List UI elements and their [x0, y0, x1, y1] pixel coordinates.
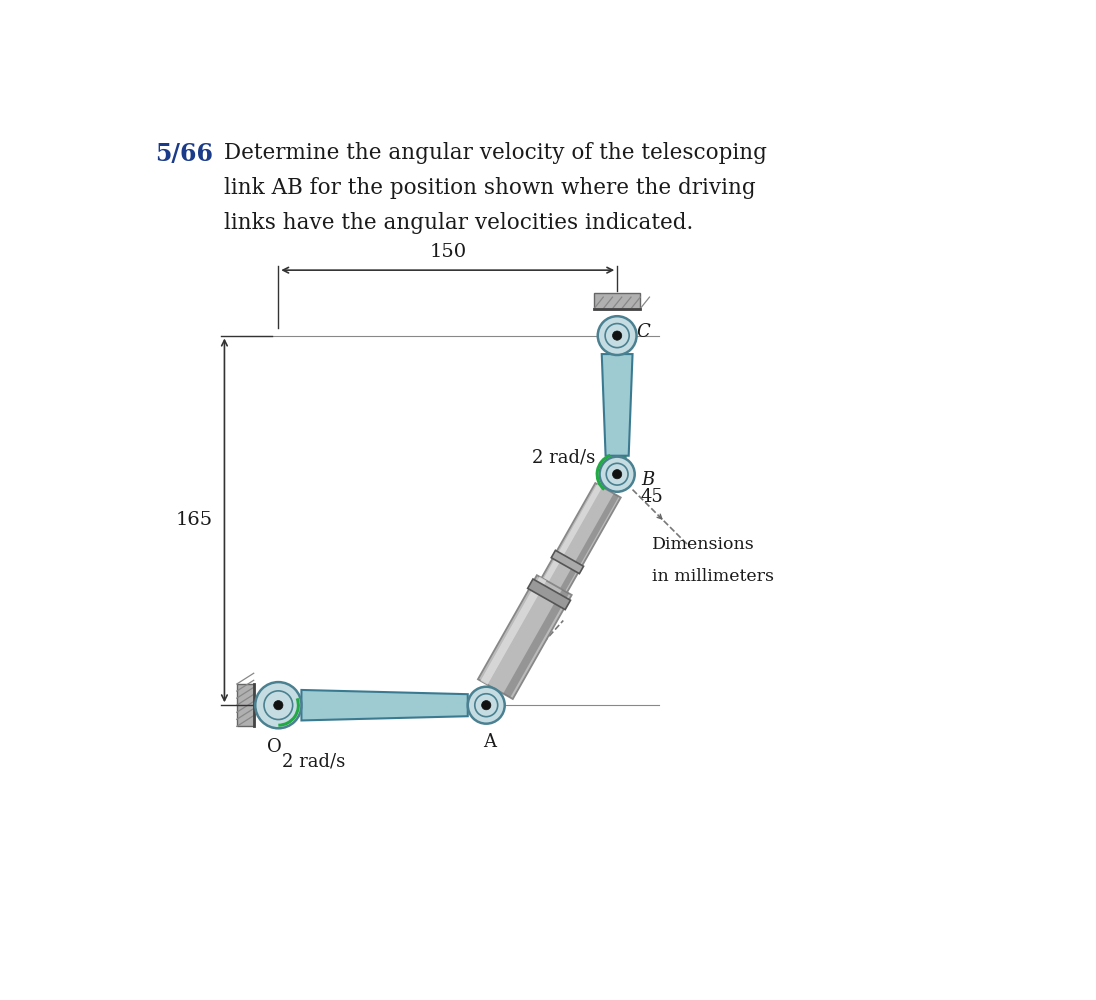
Text: C: C — [637, 323, 650, 341]
Circle shape — [597, 316, 637, 355]
Text: B: B — [642, 471, 655, 489]
Text: 2 rad/s: 2 rad/s — [533, 448, 596, 466]
Text: O: O — [267, 738, 282, 756]
Circle shape — [600, 457, 635, 492]
Text: 165: 165 — [175, 511, 213, 529]
Text: 150: 150 — [430, 243, 466, 261]
Polygon shape — [547, 494, 619, 614]
Circle shape — [274, 701, 283, 710]
Text: link AB for the position shown where the driving: link AB for the position shown where the… — [225, 177, 756, 199]
Text: links have the angular velocities indicated.: links have the angular velocities indica… — [225, 212, 694, 234]
Circle shape — [613, 470, 621, 479]
Polygon shape — [301, 690, 468, 720]
Circle shape — [481, 701, 491, 710]
Polygon shape — [602, 354, 632, 456]
Circle shape — [468, 687, 505, 724]
Polygon shape — [528, 483, 620, 615]
Polygon shape — [478, 575, 572, 699]
Polygon shape — [480, 577, 547, 685]
Polygon shape — [551, 550, 583, 574]
Bar — [237, 684, 253, 726]
Text: A: A — [483, 733, 496, 751]
Text: 2 rad/s: 2 rad/s — [282, 753, 345, 771]
Circle shape — [255, 682, 301, 728]
Bar — [594, 293, 640, 309]
Text: 5/66: 5/66 — [156, 142, 213, 166]
Text: 45: 45 — [640, 488, 663, 506]
Text: 60: 60 — [518, 626, 541, 644]
Polygon shape — [530, 484, 603, 605]
Text: Determine the angular velocity of the telescoping: Determine the angular velocity of the te… — [225, 142, 767, 164]
Polygon shape — [503, 590, 569, 698]
Text: Dimensions: Dimensions — [652, 536, 754, 553]
Polygon shape — [527, 579, 571, 610]
Text: in millimeters: in millimeters — [652, 568, 774, 585]
Circle shape — [613, 331, 621, 340]
